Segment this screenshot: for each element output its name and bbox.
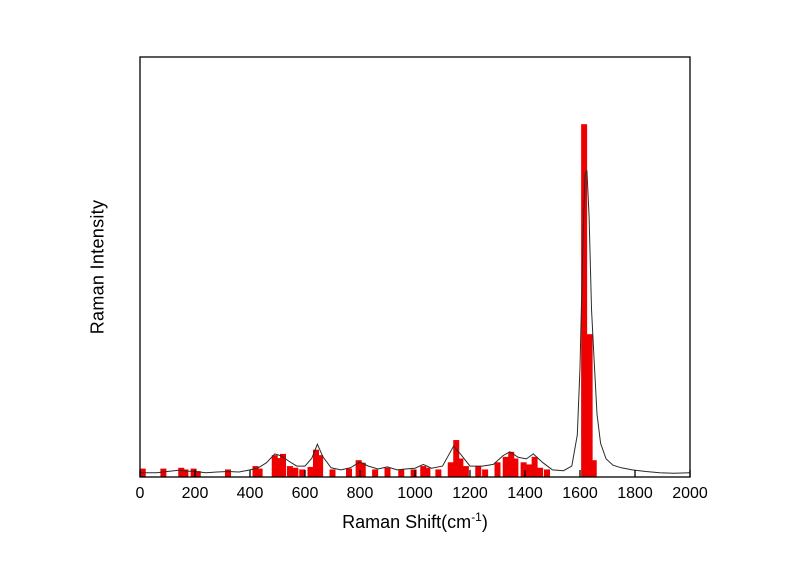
- spectrum-bar: [581, 124, 588, 477]
- spectrum-bar: [435, 469, 442, 477]
- spectrum-bar: [190, 468, 197, 477]
- spectrum-bar: [313, 449, 319, 477]
- spectrum-bar: [329, 469, 336, 477]
- x-tick-label: 1400: [507, 485, 543, 502]
- spectrum-bar: [178, 467, 185, 477]
- spectrum-bar: [299, 469, 306, 477]
- spectrum-bar: [453, 440, 460, 477]
- spectrum-bar: [398, 469, 405, 477]
- spectrum-bar: [355, 460, 362, 477]
- x-tick-label: 2000: [672, 485, 708, 502]
- x-tick-label: 200: [182, 485, 209, 502]
- spectrum-bar: [512, 458, 519, 477]
- spectrum-bar: [307, 466, 314, 477]
- x-tick-label: 400: [237, 485, 264, 502]
- spectrum-bar: [275, 458, 282, 477]
- x-tick-label: 800: [347, 485, 374, 502]
- spectrum-bar: [420, 466, 427, 477]
- spectrum-bar: [544, 469, 550, 477]
- spectrum-bar: [256, 468, 263, 477]
- spectrum-bar: [252, 466, 259, 477]
- spectrum-bar: [457, 458, 464, 477]
- spectrum-bar: [520, 462, 527, 477]
- spectrum-bar: [280, 453, 286, 477]
- axis-frame: [139, 56, 691, 478]
- spectrum-bar: [286, 466, 293, 477]
- x-tick-label: 1200: [452, 485, 488, 502]
- y-axis-label: Raman Intensity: [88, 200, 109, 335]
- spectrum-bar: [384, 467, 391, 477]
- spectrum-bar: [494, 462, 501, 477]
- x-axis-label: Raman Shift(cm-1): [342, 510, 488, 533]
- spectrum-bar: [508, 451, 515, 477]
- spectrum-bar: [462, 466, 469, 477]
- spectrum-bar: [531, 456, 538, 477]
- spectrum-bar: [424, 467, 431, 477]
- spectrum-bar: [586, 334, 593, 477]
- spectrum-bar: [225, 469, 231, 477]
- spectrum-bar: [292, 467, 299, 477]
- spectrum-bar: [502, 456, 509, 477]
- spectrum-bar: [410, 469, 417, 477]
- x-axis-label-end: ): [481, 512, 488, 532]
- x-axis-label-sup: -1: [471, 510, 482, 524]
- spectrum-bar: [160, 468, 167, 477]
- x-tick-label: 600: [292, 485, 319, 502]
- y-axis-label-text: Raman Intensity: [87, 199, 108, 335]
- spectrum-bar: [372, 469, 379, 477]
- x-tick-label: 0: [136, 485, 145, 502]
- spectrum-bar: [194, 471, 201, 477]
- spectrum-bar: [182, 469, 189, 477]
- spectrum-bar: [526, 464, 533, 477]
- spectrum-bar: [346, 468, 352, 477]
- spectrum-bar: [317, 455, 324, 477]
- spectrum-bar: [271, 455, 278, 477]
- spectrum-bar: [359, 462, 366, 477]
- spectrum-bar: [482, 469, 489, 477]
- x-axis-label-main: Raman Shift(cm: [342, 512, 472, 532]
- spectrum-bar: [590, 460, 597, 477]
- spectrum-bar: [537, 467, 544, 477]
- x-tick-label: 1800: [617, 485, 653, 502]
- x-tick-label: 1000: [397, 485, 433, 502]
- spectrum-bar: [475, 466, 482, 477]
- spectrum-line: [140, 170, 691, 474]
- x-tick-label: 1600: [562, 485, 598, 502]
- spectrum-bar: [447, 462, 454, 477]
